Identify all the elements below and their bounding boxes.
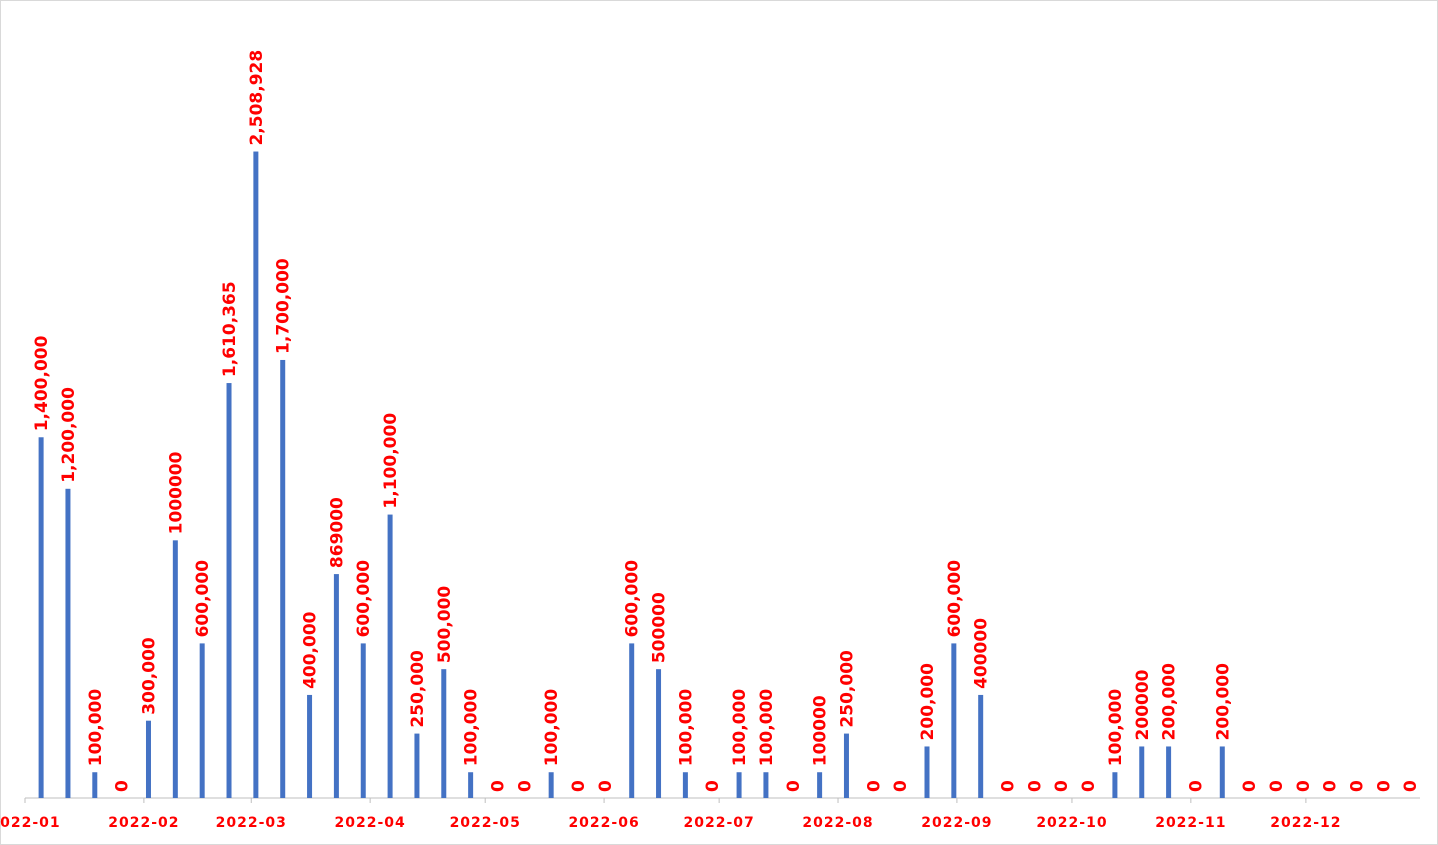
bar [280, 359, 286, 798]
x-tick-label: 2022-04 [335, 815, 406, 831]
x-tick-label: 2022-02 [108, 815, 179, 831]
bar [1139, 746, 1145, 798]
value-label: 200,000 [1213, 663, 1233, 741]
value-label: 0 [1052, 780, 1072, 792]
x-tick-label: 2022-06 [568, 815, 639, 831]
bar [172, 540, 178, 798]
bar [978, 694, 984, 798]
value-label: 869000 [327, 497, 347, 568]
value-label: 600,000 [945, 560, 965, 638]
value-label: 0 [1025, 780, 1045, 792]
bar [360, 643, 366, 798]
bar [924, 746, 930, 798]
value-label: 1000000 [166, 451, 186, 534]
value-label: 0 [1348, 780, 1368, 792]
value-label: 600,000 [354, 560, 374, 638]
value-label: 0 [891, 780, 911, 792]
value-label: 0 [1294, 780, 1314, 792]
value-label: 0 [596, 780, 616, 792]
value-label: 300,000 [139, 637, 159, 715]
value-label: 1,610,365 [220, 281, 240, 377]
value-label: 0 [113, 780, 133, 792]
value-label: 500000 [650, 592, 670, 663]
value-label: 400000 [972, 618, 992, 689]
bar [414, 733, 420, 798]
value-label: 0 [488, 780, 508, 792]
value-label: 500,000 [435, 586, 455, 664]
bar [1166, 746, 1172, 798]
value-label: 250,000 [408, 650, 428, 728]
value-label: 100,000 [1106, 689, 1126, 767]
value-label: 600,000 [623, 560, 643, 638]
bar [548, 772, 554, 798]
value-label: 250,000 [837, 650, 857, 728]
bar [951, 643, 957, 798]
x-tick-label: 2022-09 [921, 815, 992, 831]
value-label: 200000 [1133, 669, 1153, 740]
bar [843, 733, 849, 798]
bar [92, 772, 98, 798]
value-label: 0 [1186, 780, 1206, 792]
value-label: 0 [1079, 780, 1099, 792]
x-tick-label: 2022-12 [1270, 815, 1341, 831]
value-label: 0 [999, 780, 1019, 792]
value-label: 100,000 [730, 689, 750, 767]
value-label: 0 [1321, 780, 1341, 792]
x-tick-label: 2022-11 [1155, 815, 1226, 831]
value-label: 200,000 [1160, 663, 1180, 741]
bar [387, 514, 393, 798]
x-tick-label: 2022-01 [0, 815, 61, 831]
bar [226, 383, 232, 798]
bar [1219, 746, 1225, 798]
bar [1112, 772, 1118, 798]
bar [199, 643, 205, 798]
value-label: 0 [1374, 780, 1394, 792]
value-label: 0 [569, 780, 589, 792]
value-label: 0 [1267, 780, 1287, 792]
bar [468, 772, 474, 798]
bar [629, 643, 635, 798]
value-label: 1,200,000 [59, 387, 79, 483]
bar [253, 151, 259, 798]
bar [736, 772, 742, 798]
bar [656, 669, 662, 798]
value-label: 0 [703, 780, 723, 792]
value-label: 100,000 [676, 689, 696, 767]
x-tick-label: 2022-08 [802, 815, 873, 831]
value-label: 400,000 [301, 611, 321, 689]
bar [763, 772, 769, 798]
value-label: 100,000 [542, 689, 562, 767]
value-label: 0 [784, 780, 804, 792]
bar [333, 574, 339, 798]
value-label: 100,000 [462, 689, 482, 767]
x-tick-label: 2022-10 [1036, 815, 1107, 831]
bar [817, 772, 823, 798]
x-tick-label: 2022-07 [684, 815, 755, 831]
bar [65, 488, 71, 798]
value-label: 100,000 [757, 689, 777, 767]
value-label: 100,000 [86, 689, 106, 767]
value-label: 600,000 [193, 560, 213, 638]
value-label: 1,400,000 [32, 335, 52, 431]
value-label: 200,000 [918, 663, 938, 741]
value-label: 0 [1240, 780, 1260, 792]
bar [441, 669, 447, 798]
bar [38, 437, 44, 798]
value-label: 2,508,928 [247, 50, 267, 146]
value-label: 1,700,000 [274, 258, 294, 354]
value-label: 0 [515, 780, 535, 792]
bar [682, 772, 688, 798]
bar [145, 720, 151, 798]
value-label: 0 [864, 780, 884, 792]
x-tick-label: 2022-05 [450, 815, 521, 831]
x-tick-label: 2022-03 [216, 815, 287, 831]
value-label: 0 [1401, 780, 1421, 792]
value-label: 1,100,000 [381, 413, 401, 509]
bar [307, 694, 313, 798]
value-label: 100000 [811, 695, 831, 766]
